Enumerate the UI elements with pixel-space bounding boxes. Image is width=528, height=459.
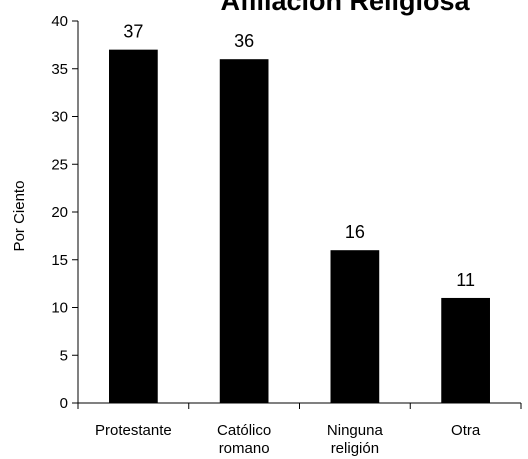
bar	[109, 49, 158, 404]
y-tick-label: 0	[60, 395, 68, 412]
chart-title: Afiliación Religiosa	[220, 0, 470, 16]
bar	[330, 250, 380, 403]
y-tick-label: 15	[51, 252, 68, 269]
bar	[441, 297, 490, 403]
y-tick-label: 25	[51, 156, 68, 173]
y-tick-label: 35	[51, 61, 68, 78]
x-tick-label: Ninguna religión	[327, 422, 384, 457]
data-label: 11	[456, 270, 475, 290]
data-label: 16	[345, 222, 365, 242]
data-label: 37	[123, 22, 143, 42]
y-tick-label: 40	[51, 13, 68, 30]
x-tick-label: Católico romano	[217, 422, 271, 457]
y-tick-label: 5	[60, 347, 68, 364]
x-axis: Protestante Católico romano Ninguna religión…	[77, 402, 522, 457]
y-axis: 0 5 10 15 20 25 30 35 40	[51, 13, 79, 412]
y-tick-label: 10	[51, 300, 68, 317]
x-tick-label: Protestante	[95, 422, 172, 439]
bars: 37 36 16 11	[109, 22, 490, 404]
y-axis-label: Por Ciento	[11, 181, 28, 252]
y-tick-label: 30	[51, 109, 68, 126]
y-tick-label: 20	[51, 204, 68, 221]
data-label: 36	[234, 31, 254, 51]
x-tick-label: Otra	[451, 422, 481, 439]
bar	[219, 59, 269, 403]
